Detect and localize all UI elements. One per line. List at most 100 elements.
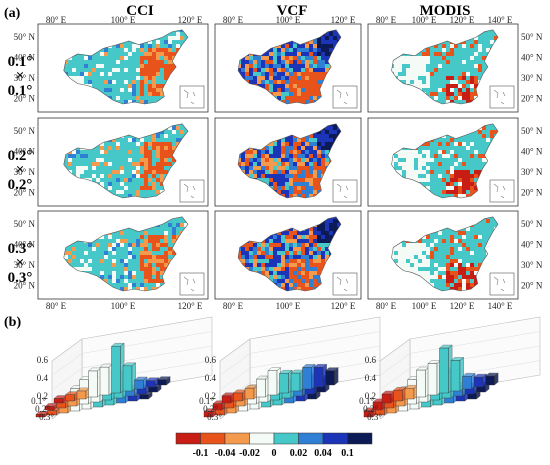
map-panel-cci-row3: [37, 210, 209, 300]
row-label-0.2-top: 0.2°: [8, 148, 33, 164]
lon-tick-top: 100° E: [111, 15, 136, 25]
country-outline: [237, 123, 342, 199]
inset-islands: [183, 183, 196, 199]
inset-islands: [183, 89, 196, 105]
lon-tick-bottom: 80° E: [223, 301, 244, 311]
colorbar-segment: [298, 432, 324, 445]
map-panel-modis-row2: [367, 117, 519, 207]
bar3d-modis-r0-b8: [473, 373, 488, 388]
bar3d-modis-r0-b6: [450, 356, 465, 392]
inset-islands: [336, 276, 349, 292]
colorbar-label: 0.02: [290, 448, 308, 459]
inset-islands: [493, 276, 506, 292]
bar3d-panel-cci: 0.20.40.60.1°0.2°0.3°: [31, 316, 213, 422]
colorbar-segment: [273, 432, 299, 445]
resolution-tick: 0.1°: [359, 396, 374, 406]
inset-map: [332, 85, 358, 109]
colorbar-segment: [175, 432, 201, 445]
lon-tick-top: 80° E: [223, 15, 244, 25]
bar3d-modis-r0-b3: [415, 366, 430, 398]
inset-map: [179, 85, 205, 109]
lat-tick-right: 50° N: [521, 126, 543, 136]
bar3d-modis-r0-b5: [438, 344, 453, 394]
lon-tick-bottom: 80° E: [376, 301, 397, 311]
country-outline: [391, 29, 499, 105]
row-label-0.1-top: 0.1°: [8, 54, 33, 70]
inset-map: [179, 272, 205, 296]
z-tick: 0.4: [37, 373, 49, 383]
inset-islands: [493, 89, 506, 105]
lat-tick-left: 40° N: [14, 240, 36, 250]
lon-tick-bottom: 80° E: [46, 301, 67, 311]
row-label-0.1-bottom: 0.1°: [8, 83, 33, 99]
map-panel-vcf-row3: [214, 210, 362, 300]
bar3d-vcf-r0-b3: [255, 375, 270, 398]
bar3d-vcf-r0-b2: [244, 384, 259, 400]
resolution-tick: 0.1°: [199, 396, 214, 406]
bar3d-vcf-r0-b6: [290, 369, 305, 392]
inset-map: [489, 272, 515, 296]
lat-tick-left: 40° N: [14, 147, 36, 157]
lon-tick-bottom: 120° E: [331, 301, 356, 311]
bar3d-modis-r0-b0: [381, 390, 396, 404]
z-tick: 0.2: [365, 391, 376, 401]
colorbar: -0.1 -0.04 -0.02 0 0.02 0.04 0.1: [175, 432, 373, 459]
resolution-tick: 0.2°: [35, 404, 50, 414]
country-outline: [391, 216, 499, 292]
bar3d-modis-r0-b2: [404, 384, 419, 400]
inset-islands: [336, 183, 349, 199]
bar3d-vcf-r2-b0: [203, 408, 218, 418]
lon-tick-top: 120° E: [331, 15, 356, 25]
panel-label-a: (a): [4, 6, 21, 21]
bar3d-vcf-r0-b7: [301, 363, 316, 390]
resolution-tick: 0.3°: [367, 412, 382, 422]
row-label-0.2-bottom: 0.2°: [8, 177, 33, 193]
bar3d-vcf-r0-b8: [313, 363, 328, 388]
panel-label-b: (b): [4, 315, 21, 330]
lat-tick-right: 50° N: [521, 32, 543, 42]
lat-tick-left: 40° N: [14, 53, 36, 63]
row-label-0.2: 0.2° × 0.2°: [8, 148, 33, 193]
lon-tick-bottom: 100° E: [111, 301, 136, 311]
map-panel-vcf-row2: [214, 117, 362, 207]
inset-islands: [183, 276, 196, 292]
lat-tick-right: 40° N: [521, 53, 543, 63]
colorbar-segment: [347, 432, 373, 445]
country-outline: [63, 29, 189, 105]
resolution-tick: 0.2°: [203, 404, 218, 414]
lon-tick-bottom: 140° E: [488, 301, 513, 311]
inset-islands: [336, 89, 349, 105]
bar3d-cci-r0-b2: [76, 387, 91, 400]
country-outline: [63, 123, 189, 199]
resolution-tick: 0.3°: [207, 412, 222, 422]
bar3d-vcf-r0-b1: [232, 389, 247, 402]
inset-map: [179, 179, 205, 203]
row-label-0.1-times: ×: [16, 68, 25, 84]
map-grid: 50° N 50° N 40° N 40° N 30° N 30° N 20° N 20° N…: [14, 15, 543, 311]
bar3d-modis-r0-b7: [461, 372, 476, 390]
country-outline: [237, 29, 342, 105]
resolution-tick: 0.2°: [363, 404, 378, 414]
row-label-0.3-top: 0.3°: [8, 241, 33, 257]
bar3d-charts: 0.20.40.60.1°0.2°0.3°0.20.40.60.1°0.2°0.…: [31, 316, 541, 422]
lat-tick-right: 20° N: [521, 94, 543, 104]
lat-tick-right: 20° N: [521, 188, 543, 198]
bar3d-cci-r0-b1: [64, 391, 79, 402]
colorbar-label: 0.1: [341, 448, 354, 459]
bar3d-panel-vcf: 0.20.40.60.1°0.2°0.3°: [199, 316, 381, 422]
inset-map: [489, 179, 515, 203]
lon-tick-top: 80° E: [376, 15, 397, 25]
bar3d-panel-modis: 0.2 0.4 0.6 0.1°0.2°0.3°: [359, 316, 541, 422]
lat-tick-left: 30° N: [14, 167, 36, 177]
inset-map: [332, 179, 358, 203]
lat-tick-left: 20° N: [14, 281, 36, 291]
lat-tick-left: 20° N: [14, 188, 36, 198]
country-outline: [237, 216, 342, 292]
lat-tick-left: 50° N: [14, 126, 36, 136]
bar3d-cci-r0-b5: [110, 342, 125, 394]
map-panel-vcf-row1: [214, 23, 362, 113]
map-panel-modis-row1: [367, 23, 519, 113]
lon-tick-bottom: 120° E: [450, 301, 475, 311]
bar3d-vcf-r0-b9: [324, 367, 339, 386]
lon-tick-bottom: 120° E: [178, 301, 203, 311]
